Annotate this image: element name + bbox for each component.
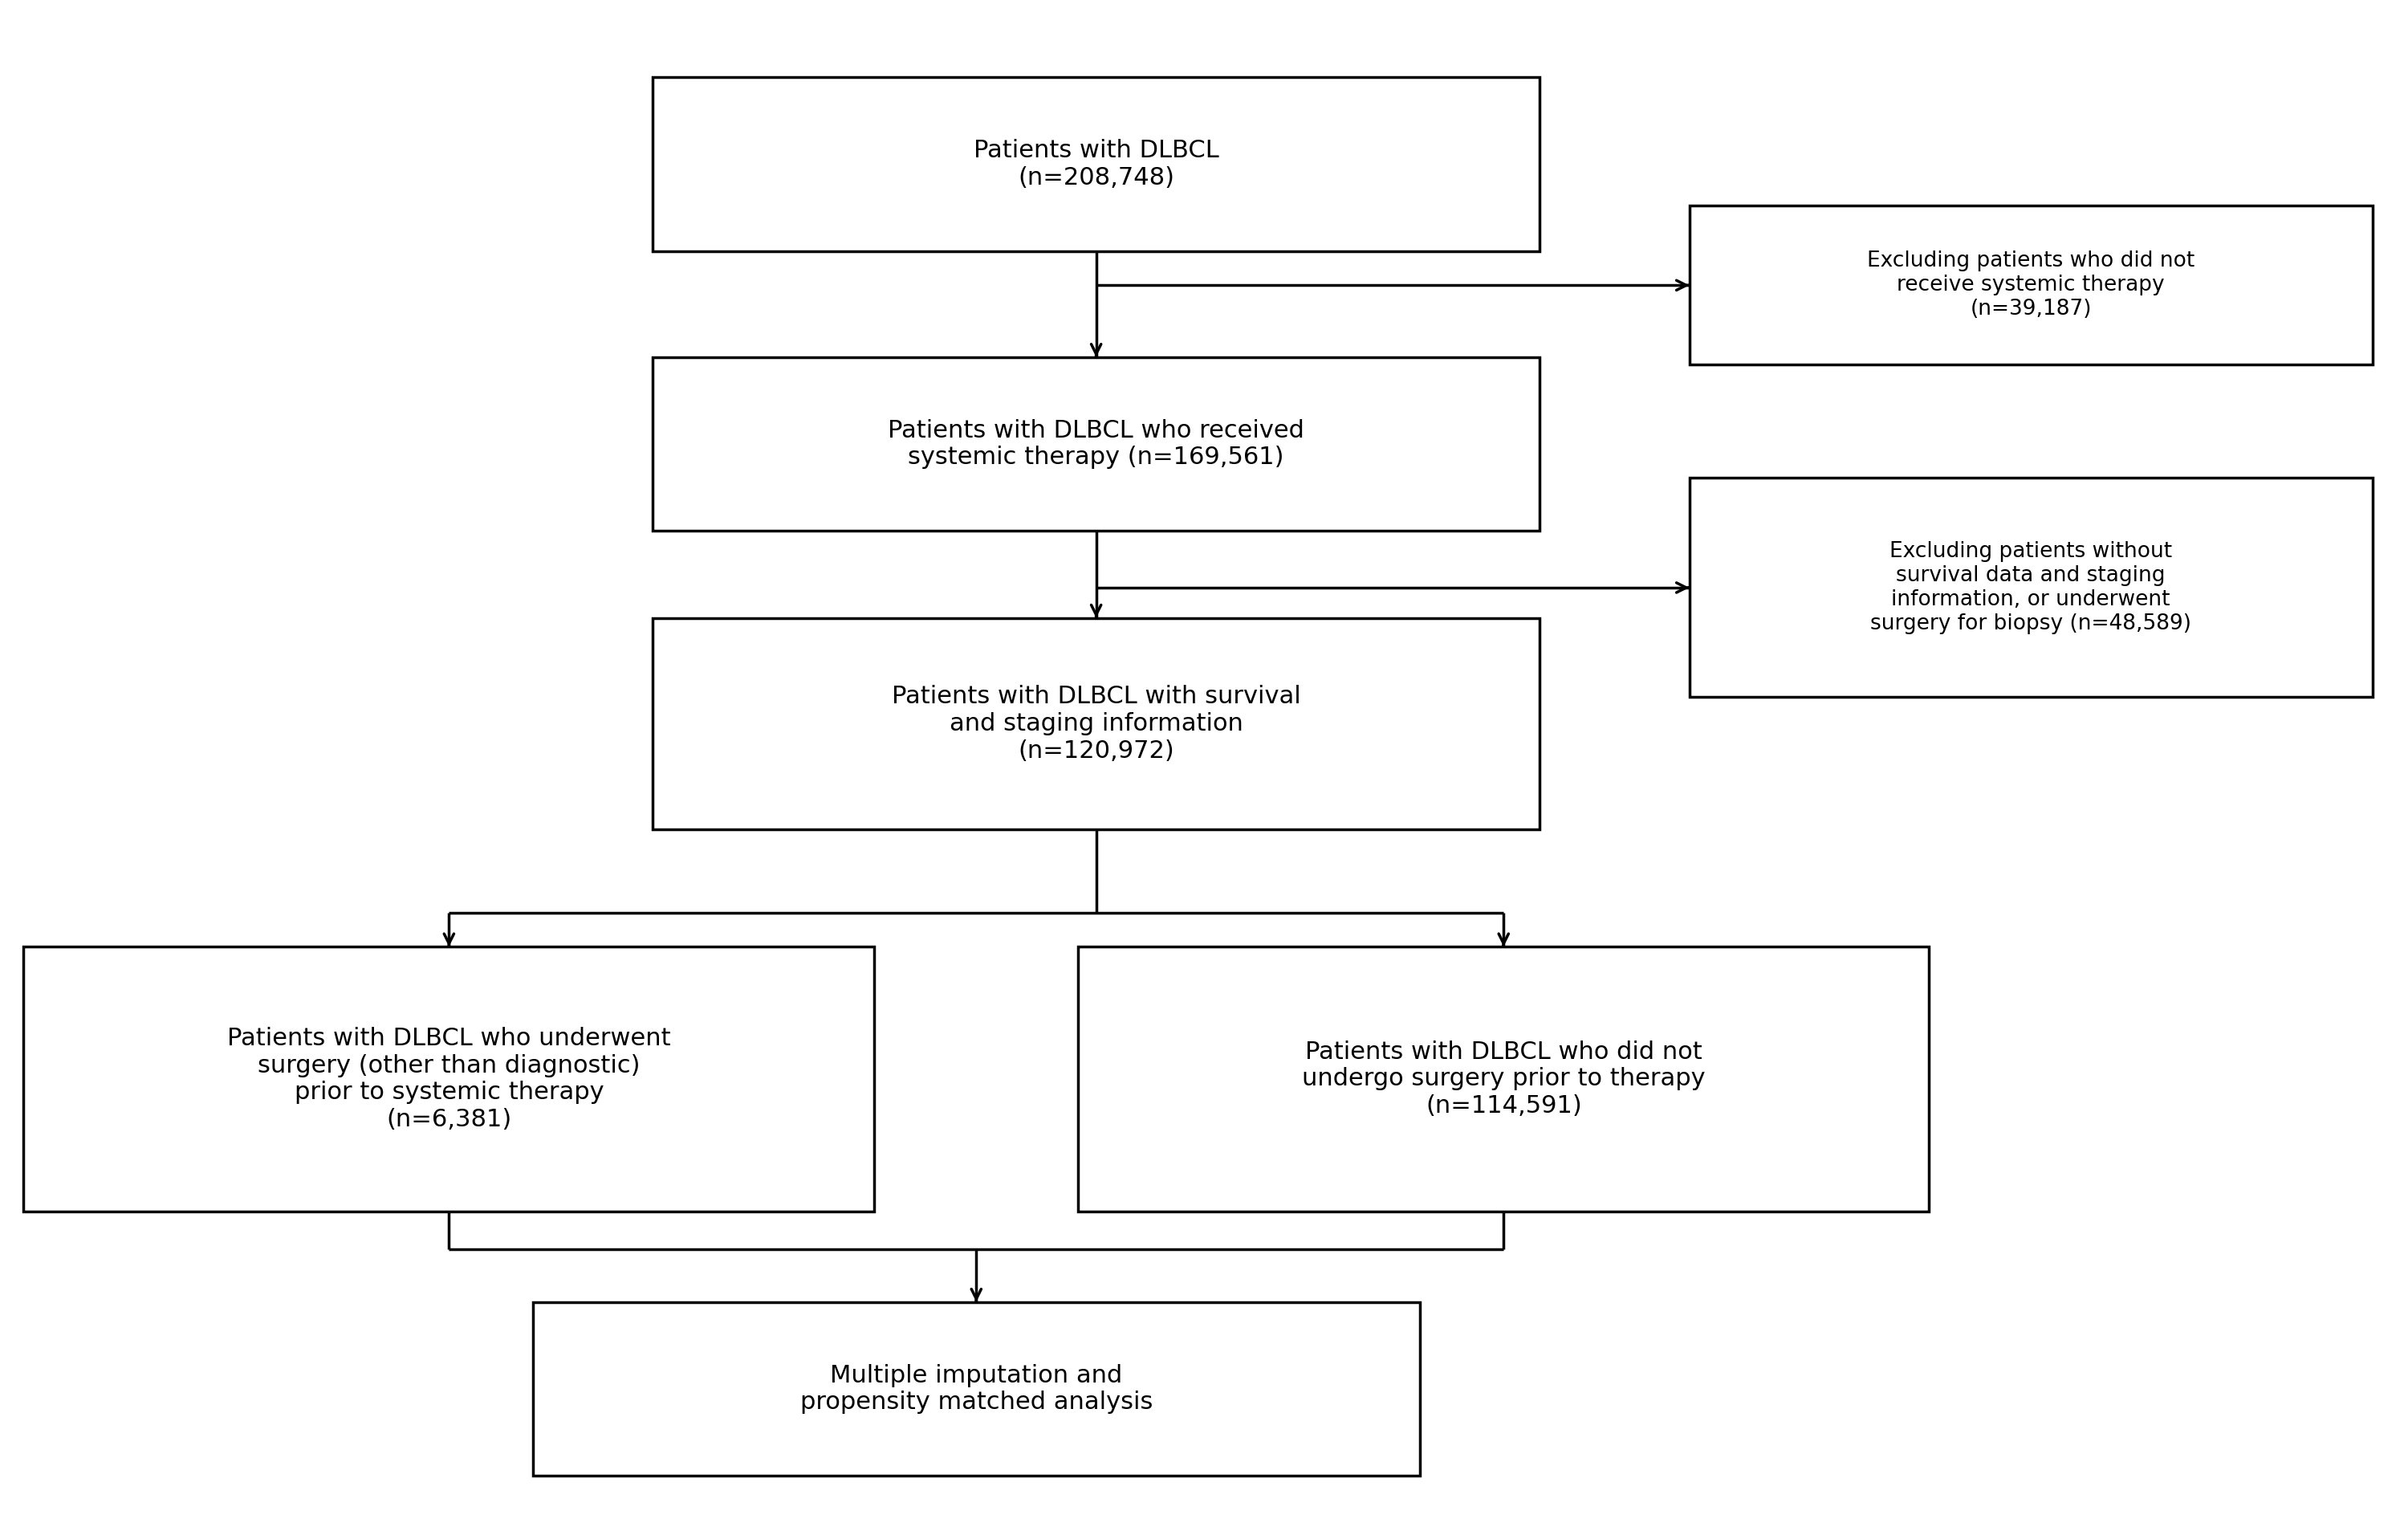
Bar bbox=[1079, 947, 1929, 1211]
Bar bbox=[653, 356, 1539, 532]
Bar bbox=[653, 618, 1539, 830]
Text: Excluding patients who did not
receive systemic therapy
(n=39,187): Excluding patients who did not receive s… bbox=[1866, 251, 2194, 320]
Bar bbox=[653, 78, 1539, 251]
Text: Patients with DLBCL
(n=208,748): Patients with DLBCL (n=208,748) bbox=[973, 139, 1218, 189]
Bar bbox=[532, 1302, 1421, 1476]
Bar bbox=[24, 947, 874, 1211]
Text: Multiple imputation and
propensity matched analysis: Multiple imputation and propensity match… bbox=[799, 1363, 1153, 1413]
Text: Patients with DLBCL who received
systemic therapy (n=169,561): Patients with DLBCL who received systemi… bbox=[889, 419, 1305, 469]
Text: Excluding patients without
survival data and staging
information, or underwent
s: Excluding patients without survival data… bbox=[1871, 541, 2191, 634]
Text: Patients with DLBCL who did not
undergo surgery prior to therapy
(n=114,591): Patients with DLBCL who did not undergo … bbox=[1303, 1040, 1705, 1118]
Bar bbox=[1690, 206, 2372, 364]
Text: Patients with DLBCL who underwent
surgery (other than diagnostic)
prior to syste: Patients with DLBCL who underwent surger… bbox=[226, 1027, 672, 1132]
Bar bbox=[1690, 478, 2372, 698]
Text: Patients with DLBCL with survival
and staging information
(n=120,972): Patients with DLBCL with survival and st… bbox=[891, 685, 1300, 763]
